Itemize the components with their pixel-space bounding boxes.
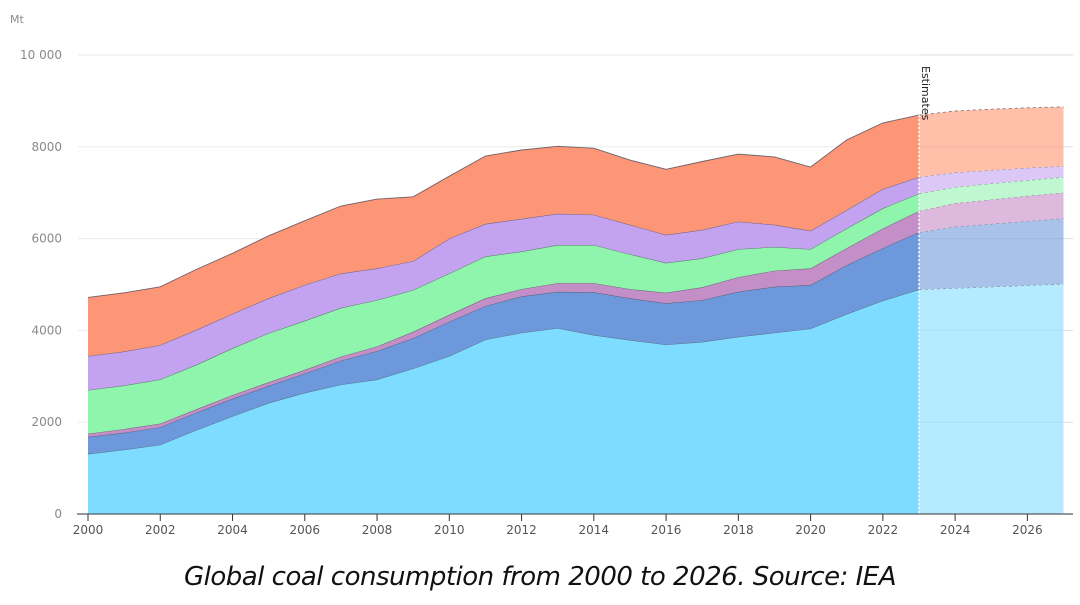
stacked-area-chart: Estimates Mt 0 2000 4000 6000 8000 10 000 200… xyxy=(10,13,1073,537)
area-layer-1 xyxy=(88,289,919,514)
area-layers xyxy=(87,114,920,514)
y-axis-unit-label: Mt xyxy=(10,13,24,26)
x-axis-ticks: 2000 2002 2004 2006 2008 2010 2012 2014 2016 2018… xyxy=(73,514,1043,537)
area-layer-2 xyxy=(88,232,919,454)
x-tick-label: 2000 xyxy=(73,523,104,537)
estimate-layer-2 xyxy=(919,218,1064,290)
area-layer-3-edge xyxy=(87,210,920,435)
estimate-layer-4 xyxy=(919,177,1064,212)
x-tick-label: 2006 xyxy=(290,523,321,537)
y-tick-label: 8000 xyxy=(31,140,62,154)
x-tick-label: 2020 xyxy=(795,523,826,537)
x-tick-label: 2014 xyxy=(579,523,610,537)
area-layer-6-edge xyxy=(87,114,920,298)
x-tick-label: 2004 xyxy=(217,523,248,537)
chart-caption: Global coal consumption from 2000 to 202… xyxy=(183,562,897,592)
estimate-layer-5 xyxy=(919,166,1064,194)
y-tick-label: 2000 xyxy=(31,415,62,429)
area-layer-4 xyxy=(88,193,919,434)
estimate-layer-6 xyxy=(919,106,1064,178)
x-tick-label: 2016 xyxy=(651,523,682,537)
estimate-layer-6-edge xyxy=(918,106,1064,116)
x-tick-label: 2022 xyxy=(868,523,899,537)
area-layer-6 xyxy=(88,115,919,357)
x-tick-label: 2024 xyxy=(940,523,971,537)
x-tick-label: 2026 xyxy=(1012,523,1043,537)
x-tick-label: 2010 xyxy=(434,523,465,537)
estimates-label: Estimates xyxy=(919,66,932,121)
y-tick-label: 6000 xyxy=(31,232,62,246)
x-tick-label: 2002 xyxy=(145,523,176,537)
area-layer-4-edge xyxy=(87,193,920,391)
x-tick-label: 2018 xyxy=(723,523,754,537)
x-tick-label: 2008 xyxy=(362,523,393,537)
area-layer-2-edge xyxy=(87,231,920,438)
y-tick-label: 0 xyxy=(54,507,62,521)
y-tick-label: 4000 xyxy=(31,323,62,337)
estimate-area-layers xyxy=(918,54,1073,514)
y-axis-ticks: 0 2000 4000 6000 8000 10 000 xyxy=(20,48,62,521)
area-layer-5 xyxy=(88,177,919,391)
y-tick-label: 10 000 xyxy=(20,48,62,62)
estimate-layer-3 xyxy=(919,192,1064,233)
estimate-layer-1 xyxy=(919,284,1064,514)
x-tick-label: 2012 xyxy=(506,523,537,537)
